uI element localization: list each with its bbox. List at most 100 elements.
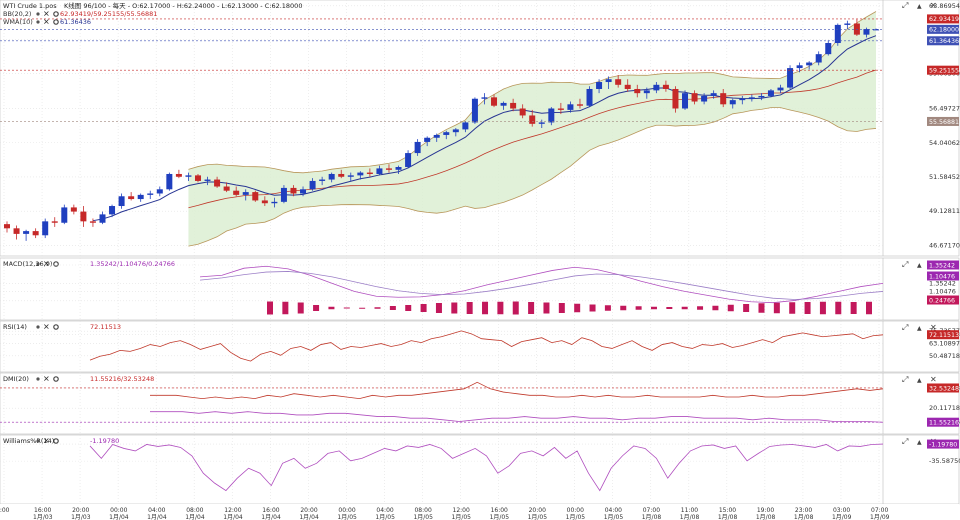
candle-body — [300, 189, 307, 194]
candle — [834, 23, 841, 46]
close-icon[interactable]: ✕ — [43, 18, 50, 27]
candle-body — [194, 175, 201, 181]
up-icon[interactable]: ▲ — [917, 3, 922, 10]
candle-body — [128, 196, 135, 200]
gear-icon[interactable] — [53, 19, 59, 25]
gear-icon[interactable] — [53, 376, 59, 382]
resize-icon[interactable]: ⤢ — [901, 1, 908, 10]
close-icon[interactable]: ✕ — [930, 323, 937, 332]
candle-body — [615, 79, 622, 85]
dot-icon[interactable] — [36, 377, 40, 381]
indicator-controls[interactable]: ✕ — [36, 437, 59, 446]
time-axis-label: 23:00 — [795, 507, 812, 514]
time-axis-label: 07:00 — [643, 507, 660, 514]
close-icon[interactable]: ✕ — [43, 375, 50, 384]
date-axis-label: 1月/03 — [71, 514, 91, 520]
gear-icon[interactable] — [53, 11, 59, 17]
candle-body — [720, 93, 727, 105]
pane-controls[interactable]: ⤢ ▲ ✕ — [901, 375, 937, 384]
indicator-controls[interactable]: ✕ — [36, 375, 59, 384]
close-icon[interactable]: ✕ — [930, 375, 937, 384]
macd-histogram-bar — [359, 307, 366, 309]
up-icon[interactable]: ▲ — [917, 377, 922, 384]
candle-body — [99, 214, 106, 223]
candle — [586, 86, 593, 108]
date-axis-label: 1月/08 — [794, 514, 814, 520]
indicator-controls[interactable]: ✕ — [36, 323, 59, 332]
candle-body — [271, 201, 278, 204]
macd-histogram-bar — [650, 306, 657, 310]
time-axis — [0, 504, 959, 520]
candle-body — [70, 207, 77, 212]
time-axis-label: 16:00 — [491, 507, 508, 514]
up-icon[interactable]: ▲ — [917, 325, 922, 332]
gear-icon[interactable] — [53, 438, 59, 444]
dot-icon[interactable] — [36, 439, 40, 443]
price-tag — [927, 439, 959, 449]
macd-histogram-bar — [804, 302, 811, 314]
candle-body — [806, 62, 813, 66]
candle — [471, 97, 478, 124]
candle — [414, 139, 421, 156]
candle-body — [42, 221, 49, 236]
candle — [395, 165, 402, 174]
indicator-controls[interactable]: ✕ — [36, 18, 59, 27]
macd-histogram-bar — [743, 304, 750, 312]
dot-icon[interactable] — [36, 262, 40, 266]
candle — [223, 182, 230, 193]
resize-icon[interactable]: ⤢ — [901, 323, 908, 332]
candle — [32, 228, 39, 239]
indicator-controls[interactable]: ✕ — [36, 10, 59, 19]
candle — [567, 101, 574, 113]
wma-value-label: 61.36436 — [60, 18, 91, 26]
candle — [433, 133, 440, 142]
dmi-value-label: 11.55216/32.53248 — [90, 375, 154, 383]
up-icon[interactable]: ▲ — [917, 439, 922, 446]
indicator-controls[interactable]: ✕ — [36, 260, 59, 269]
gear-icon[interactable] — [53, 261, 59, 267]
pane-controls[interactable]: ⤢ ▲ ✕ — [901, 323, 937, 332]
candle — [710, 90, 717, 99]
macd-histogram-bar — [451, 302, 458, 314]
close-icon[interactable]: ✕ — [930, 1, 937, 10]
candle — [510, 98, 517, 112]
date-axis-label: 1月/05 — [452, 514, 472, 520]
macd-histogram-bar — [528, 302, 535, 314]
candle — [118, 193, 125, 209]
candle-body — [233, 190, 240, 195]
time-axis-label: 00:00 — [567, 507, 584, 514]
macd-histogram-bar — [666, 307, 673, 309]
candle-body — [395, 167, 402, 170]
candle-body — [405, 153, 412, 168]
dot-icon[interactable] — [36, 20, 40, 24]
macd-histogram-bar — [435, 303, 442, 313]
macd-histogram-bar — [328, 306, 335, 310]
pane-controls[interactable]: ⤢ ▲ ✕ — [901, 1, 937, 10]
close-icon[interactable]: ✕ — [43, 10, 50, 19]
candle-body — [739, 98, 746, 101]
gear-icon[interactable] — [53, 324, 59, 330]
resize-icon[interactable]: ⤢ — [901, 260, 908, 269]
candle-body — [519, 108, 526, 116]
resize-icon[interactable]: ⤢ — [901, 437, 908, 446]
candle-body — [89, 221, 96, 223]
dot-icon[interactable] — [36, 12, 40, 16]
price-tick-label: 46.67170 — [929, 241, 960, 249]
dot-icon[interactable] — [36, 325, 40, 329]
candle — [806, 61, 813, 70]
date-axis-label: 1月/08 — [718, 514, 738, 520]
candle — [615, 75, 622, 88]
resize-icon[interactable]: ⤢ — [901, 375, 908, 384]
candle — [214, 176, 221, 188]
candle — [462, 121, 469, 133]
candle — [682, 90, 689, 110]
close-icon[interactable]: ✕ — [43, 260, 50, 269]
close-icon[interactable]: ✕ — [43, 323, 50, 332]
candle-body — [61, 207, 68, 223]
macd-value-label: 1.35242/1.10476/0.24766 — [90, 260, 175, 268]
date-axis-label: 1月/05 — [604, 514, 624, 520]
up-icon[interactable]: ▲ — [917, 262, 922, 269]
close-icon[interactable]: ✕ — [43, 437, 50, 446]
candle — [328, 172, 335, 183]
